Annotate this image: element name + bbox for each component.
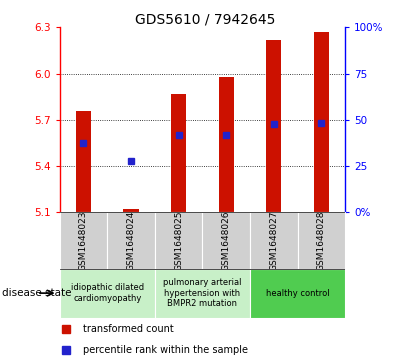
Bar	[171, 94, 186, 212]
Bar	[219, 77, 234, 212]
Bar	[155, 269, 250, 318]
Text: GSM1648028: GSM1648028	[317, 210, 326, 271]
Text: GSM1648024: GSM1648024	[127, 210, 136, 271]
Text: GSM1648026: GSM1648026	[222, 210, 231, 271]
Bar	[60, 212, 107, 269]
Text: transformed count: transformed count	[83, 324, 174, 334]
Text: pulmonary arterial
hypertension with
BMPR2 mutation: pulmonary arterial hypertension with BMP…	[163, 278, 242, 308]
Bar	[155, 212, 202, 269]
Bar	[202, 212, 250, 269]
Bar	[266, 40, 282, 212]
Text: idiopathic dilated
cardiomyopathy: idiopathic dilated cardiomyopathy	[71, 284, 144, 303]
Bar	[76, 110, 91, 212]
Bar	[107, 212, 155, 269]
Text: disease state: disease state	[2, 288, 72, 298]
Text: percentile rank within the sample: percentile rank within the sample	[83, 345, 248, 355]
Text: healthy control: healthy control	[266, 289, 330, 298]
Bar	[314, 32, 329, 212]
Text: GSM1648027: GSM1648027	[269, 210, 278, 271]
Text: GSM1648023: GSM1648023	[79, 210, 88, 271]
Bar	[123, 209, 139, 212]
Text: GDS5610 / 7942645: GDS5610 / 7942645	[135, 13, 276, 27]
Bar	[250, 269, 345, 318]
Bar	[250, 212, 298, 269]
Bar	[60, 269, 155, 318]
Bar	[298, 212, 345, 269]
Text: GSM1648025: GSM1648025	[174, 210, 183, 271]
